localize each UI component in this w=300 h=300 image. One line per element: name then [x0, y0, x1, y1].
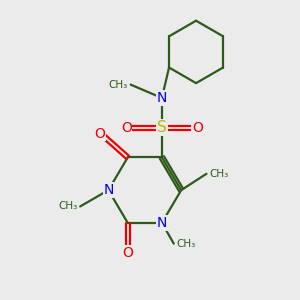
Text: O: O — [192, 121, 203, 135]
Text: CH₃: CH₃ — [209, 169, 229, 179]
Text: CH₃: CH₃ — [177, 238, 196, 249]
Text: O: O — [122, 245, 133, 260]
Text: N: N — [157, 91, 167, 105]
Text: O: O — [94, 127, 105, 141]
Text: CH₃: CH₃ — [58, 202, 77, 212]
Text: S: S — [157, 120, 167, 135]
Text: O: O — [121, 121, 132, 135]
Text: N: N — [157, 216, 167, 230]
Text: CH₃: CH₃ — [109, 80, 128, 90]
Text: N: N — [103, 183, 114, 197]
